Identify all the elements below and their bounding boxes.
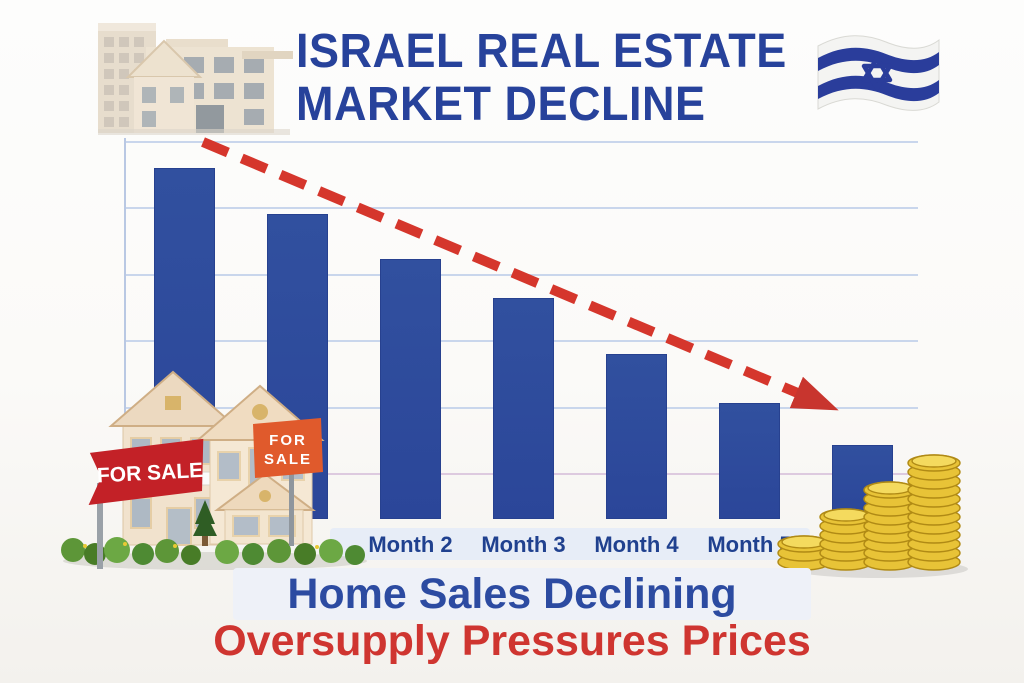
x-axis-band [330,528,810,560]
gridline [125,207,918,209]
pine-tree-icon [193,500,217,546]
bar-5 [606,354,667,519]
title-line-1: ISRAEL REAL ESTATE [296,22,787,79]
bar-4 [493,298,554,519]
title-line-2: MARKET DECLINE [296,75,706,131]
coins-illustration [777,454,968,578]
for-sale-right-line1: FOR [269,432,307,449]
for-sale-sign-right: FOR SALE [253,418,323,478]
footer-band [233,568,811,620]
x-axis-label: Month 2 [368,532,453,557]
israel-flag-icon [817,35,940,111]
x-axis-label: Month 3 [481,532,566,557]
bushes [61,537,365,565]
x-axis-label: Month 4 [594,532,679,557]
page-title: ISRAEL REAL ESTATE MARKET DECLINE [296,24,787,130]
buildings-illustration [98,23,293,135]
y-axis-line [124,138,126,546]
for-sale-left-text: FOR SALE [96,459,203,488]
star-of-david-icon [861,55,893,91]
footer-headline-blue: Home Sales Declining [287,570,737,618]
footer-headline-red: Oversupply Pressures Prices [213,617,811,665]
gridline [125,274,918,276]
houses-illustration: FOR SALE FOR SALE [61,370,367,570]
gridline [125,141,918,143]
bar-3 [380,259,441,519]
for-sale-right-line2: SALE [264,451,312,468]
bar-6 [719,403,780,519]
for-sale-sign-left: FOR SALE [88,438,204,505]
